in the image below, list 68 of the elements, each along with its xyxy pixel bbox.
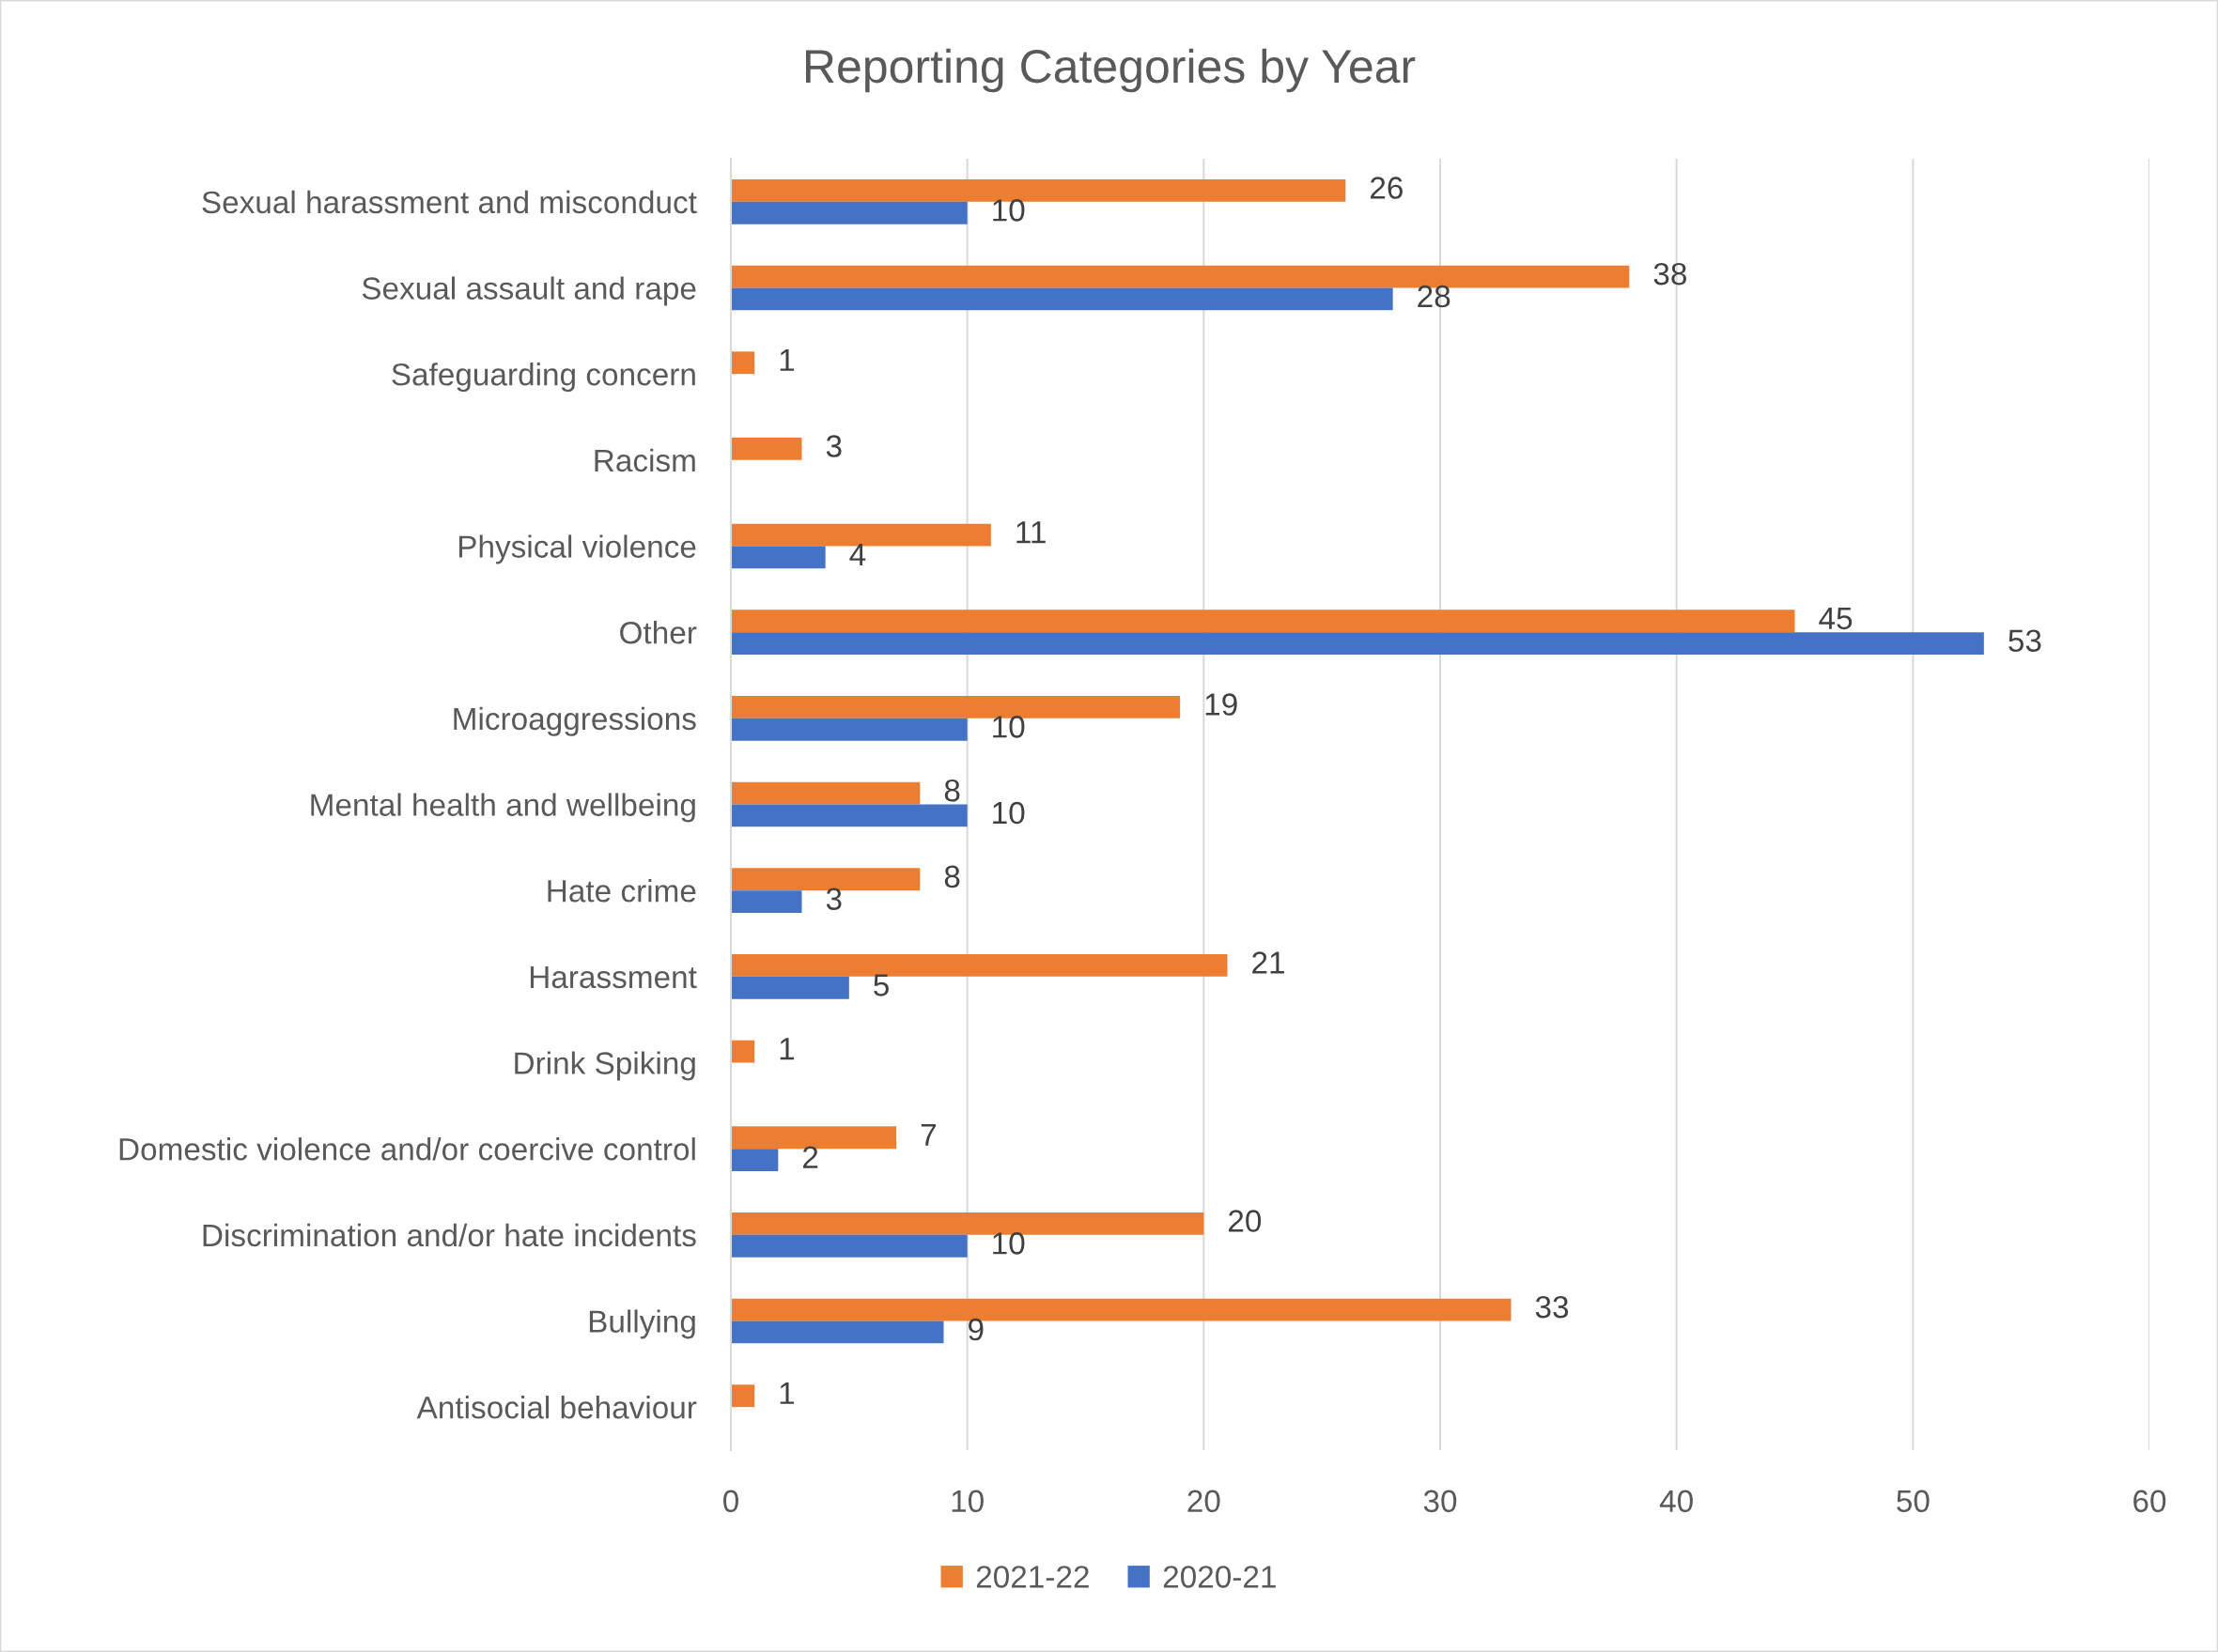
bar bbox=[731, 351, 755, 375]
data-label: 4 bbox=[849, 544, 866, 566]
y-tick-label: Microaggressions bbox=[454, 706, 696, 736]
bar bbox=[731, 804, 968, 827]
x-tick-label: 60 bbox=[2133, 1490, 2166, 1513]
data-label: 8 bbox=[944, 865, 960, 888]
x-tick-label: 30 bbox=[1423, 1490, 1457, 1513]
data-label: 5 bbox=[874, 974, 889, 996]
bar bbox=[731, 718, 968, 741]
data-label: 10 bbox=[993, 1232, 1025, 1255]
y-tick-label: Physical violence bbox=[458, 534, 696, 564]
legend-label: 2020-21 bbox=[1163, 1566, 1276, 1588]
y-tick-label: Harassment bbox=[530, 965, 697, 989]
y-tick-label: Racism bbox=[595, 448, 695, 472]
data-label: 2 bbox=[803, 1146, 818, 1168]
bar bbox=[731, 287, 1393, 311]
y-tick-label: Sexual harassment and misconduct bbox=[202, 190, 697, 214]
data-label: 3 bbox=[826, 435, 842, 457]
legend-label: 2021-22 bbox=[976, 1566, 1089, 1588]
y-tick-label: Bullying bbox=[589, 1309, 695, 1339]
bar bbox=[731, 610, 1795, 633]
y-tick-label: Hate crime bbox=[548, 879, 696, 903]
bar bbox=[731, 438, 802, 460]
y-tick-label: Mental health and wellbeing bbox=[311, 793, 695, 823]
data-label: 11 bbox=[1016, 521, 1046, 544]
data-label: 1 bbox=[780, 1038, 795, 1060]
data-label: 9 bbox=[969, 1318, 984, 1341]
x-tick-label: 40 bbox=[1659, 1490, 1693, 1513]
bar bbox=[731, 1234, 968, 1258]
y-tick-label: Drink Spiking bbox=[515, 1051, 695, 1081]
data-label: 53 bbox=[2009, 629, 2041, 653]
bar bbox=[731, 632, 1984, 655]
data-label: 10 bbox=[993, 716, 1025, 738]
data-label: 33 bbox=[1535, 1295, 1569, 1319]
y-tick-label: Safeguarding concern bbox=[392, 363, 695, 393]
data-label: 8 bbox=[944, 779, 960, 802]
data-label: 3 bbox=[826, 888, 842, 911]
data-label: 28 bbox=[1418, 285, 1450, 308]
data-label: 20 bbox=[1229, 1210, 1262, 1232]
y-tick-label: Antisocial behaviour bbox=[416, 1396, 697, 1419]
data-label: 10 bbox=[993, 801, 1025, 825]
data-label: 1 bbox=[780, 1382, 795, 1404]
y-tick-label: Other bbox=[620, 621, 697, 644]
bar bbox=[731, 546, 826, 569]
bar bbox=[731, 976, 849, 999]
bar bbox=[731, 201, 968, 224]
data-label: 1 bbox=[780, 348, 795, 371]
bar bbox=[731, 890, 802, 913]
y-tick-label: Domestic violence and/or coercive control bbox=[119, 1137, 695, 1161]
data-label: 10 bbox=[993, 199, 1025, 222]
data-label: 19 bbox=[1205, 693, 1237, 716]
x-tick-label: 50 bbox=[1897, 1490, 1930, 1513]
y-tick-label: Sexual assault and rape bbox=[362, 276, 696, 306]
data-label: 26 bbox=[1371, 177, 1403, 199]
data-label: 21 bbox=[1252, 951, 1284, 974]
bar bbox=[731, 781, 921, 805]
data-label: 45 bbox=[1819, 607, 1853, 630]
bar bbox=[731, 1384, 755, 1408]
x-tick-label: 20 bbox=[1187, 1490, 1220, 1513]
chart-title: Reporting Categories by Year bbox=[806, 48, 1416, 93]
x-tick-label: 10 bbox=[952, 1490, 984, 1513]
bar bbox=[731, 1149, 779, 1171]
bar bbox=[731, 1320, 944, 1344]
data-label: 38 bbox=[1653, 262, 1686, 286]
y-tick-label: Discrimination and/or hate incidents bbox=[203, 1223, 696, 1247]
data-label: 7 bbox=[921, 1123, 937, 1146]
x-tick-label: 0 bbox=[723, 1490, 738, 1513]
bar bbox=[731, 1040, 755, 1063]
